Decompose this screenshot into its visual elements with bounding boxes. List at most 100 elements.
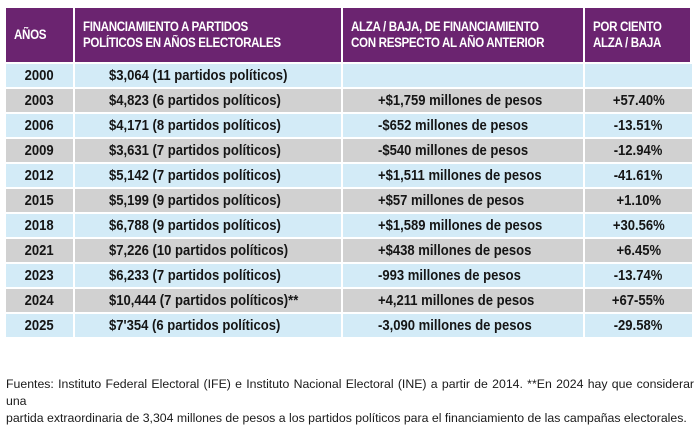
- financing-cell: $6,233 (7 partidos políticos): [75, 262, 343, 287]
- financing-cell-text: $5,142 (7 partidos políticos): [109, 167, 281, 184]
- year-cell-text: 2003: [24, 92, 55, 109]
- percent-cell: -13.74%: [585, 262, 692, 287]
- financing-cell: $5,142 (7 partidos políticos): [75, 162, 343, 187]
- year-cell-text: 2012: [24, 167, 55, 184]
- percent-cell-text: -13.51%: [614, 117, 663, 134]
- percent-cell: -13.51%: [585, 112, 692, 137]
- year-cell: 2021: [6, 237, 75, 262]
- year-cell-text: 2024: [24, 292, 55, 309]
- financing-cell: $4,171 (8 partidos políticos): [75, 112, 343, 137]
- financing-cell: $4,823 (6 partidos políticos): [75, 87, 343, 112]
- change-cell: +$438 millones de pesos: [343, 237, 585, 262]
- percent-cell: -41.61%: [585, 162, 692, 187]
- change-cell: +4,211 millones de pesos: [343, 287, 585, 312]
- change-cell-text: +$438 millones de pesos: [378, 242, 532, 259]
- header-years-label: AÑOS: [14, 27, 47, 42]
- change-cell: +$1,511 millones de pesos: [343, 162, 585, 187]
- percent-cell: +67-55%: [585, 287, 692, 312]
- percent-cell: +6.45%: [585, 237, 692, 262]
- financing-cell-text: $5,199 (9 partidos políticos): [109, 192, 281, 209]
- percent-cell: [585, 62, 692, 87]
- percent-cell: +57.40%: [585, 87, 692, 112]
- header-financing-line1: FINANCIAMIENTO A PARTIDOS: [83, 19, 248, 34]
- change-cell-text: +$1,589 millones de pesos: [378, 217, 543, 234]
- year-cell: 2012: [6, 162, 75, 187]
- percent-cell-text: +30.56%: [612, 217, 665, 234]
- percent-cell: -29.58%: [585, 312, 692, 337]
- financing-cell: $3,064 (11 partidos políticos): [75, 62, 343, 87]
- financing-cell-text: $10,444 (7 partidos políticos)**: [109, 292, 299, 309]
- percent-cell-text: -13.74%: [614, 267, 663, 284]
- change-cell-text: -993 millones de pesos: [378, 267, 521, 284]
- financing-cell-text: $7'354 (6 partidos políticos): [109, 317, 281, 334]
- financing-cell: $6,788 (9 partidos políticos): [75, 212, 343, 237]
- year-cell-text: 2009: [24, 142, 55, 159]
- financing-cell: $3,631 (7 partidos políticos): [75, 137, 343, 162]
- change-cell-text: +$57 millones de pesos: [378, 192, 525, 209]
- year-cell: 2023: [6, 262, 75, 287]
- year-cell-text: 2015: [24, 192, 55, 209]
- financing-cell: $7'354 (6 partidos políticos): [75, 312, 343, 337]
- financing-cell-text: $3,064 (11 partidos políticos): [109, 67, 288, 84]
- footnote-line1: Fuentes: Instituto Federal Electoral (IF…: [6, 377, 694, 408]
- financing-cell: $7,226 (10 partidos políticos): [75, 237, 343, 262]
- year-cell-text: 2023: [24, 267, 55, 284]
- change-cell: +$57 millones de pesos: [343, 187, 585, 212]
- percent-cell-text: -12.94%: [614, 142, 663, 159]
- header-percent-line1: POR CIENTO: [593, 19, 662, 34]
- header-change-line2: CON RESPECTO AL AÑO ANTERIOR: [351, 35, 545, 50]
- year-cell-text: 2025: [24, 317, 55, 334]
- percent-cell-text: +1.10%: [616, 192, 661, 209]
- year-cell: 2009: [6, 137, 75, 162]
- change-cell: -$540 millones de pesos: [343, 137, 585, 162]
- year-cell-text: 2018: [24, 217, 55, 234]
- year-cell: 2025: [6, 312, 75, 337]
- change-cell: -993 millones de pesos: [343, 262, 585, 287]
- year-cell: 2018: [6, 212, 75, 237]
- year-cell: 2024: [6, 287, 75, 312]
- change-cell: +$1,759 millones de pesos: [343, 87, 585, 112]
- percent-cell: +1.10%: [585, 187, 692, 212]
- change-cell: -3,090 millones de pesos: [343, 312, 585, 337]
- percent-cell: +30.56%: [585, 212, 692, 237]
- change-cell-text: -$540 millones de pesos: [378, 142, 529, 159]
- header-change: ALZA / BAJA, DE FINANCIAMIENTO CON RESPE…: [343, 8, 585, 62]
- financing-table: AÑOS FINANCIAMIENTO A PARTIDOS POLÍTICOS…: [6, 8, 692, 337]
- change-cell-text: +$1,759 millones de pesos: [378, 92, 543, 109]
- change-cell-text: -3,090 millones de pesos: [378, 317, 532, 334]
- header-percent: POR CIENTO ALZA / BAJA: [585, 8, 692, 62]
- percent-cell-text: -29.58%: [614, 317, 663, 334]
- percent-cell: -12.94%: [585, 137, 692, 162]
- footnote: Fuentes: Instituto Federal Electoral (IF…: [6, 376, 694, 427]
- year-cell: 2015: [6, 187, 75, 212]
- header-years: AÑOS: [6, 8, 75, 62]
- year-cell-text: 2000: [24, 67, 55, 84]
- financing-cell-text: $4,823 (6 partidos políticos): [109, 92, 281, 109]
- change-cell: [343, 62, 585, 87]
- year-cell-text: 2021: [24, 242, 55, 259]
- percent-cell-text: +67-55%: [612, 292, 665, 309]
- year-cell: 2003: [6, 87, 75, 112]
- header-financing: FINANCIAMIENTO A PARTIDOS POLÍTICOS EN A…: [75, 8, 343, 62]
- percent-cell-text: +57.40%: [612, 92, 665, 109]
- change-cell-text: -$652 millones de pesos: [378, 117, 529, 134]
- header-change-line1: ALZA / BAJA, DE FINANCIAMIENTO: [351, 19, 539, 34]
- financing-cell-text: $7,226 (10 partidos políticos): [109, 242, 289, 259]
- financing-cell: $10,444 (7 partidos políticos)**: [75, 287, 343, 312]
- financing-cell-text: $4,171 (8 partidos políticos): [109, 117, 281, 134]
- year-cell-text: 2006: [24, 117, 55, 134]
- percent-cell-text: +6.45%: [616, 242, 661, 259]
- percent-cell-text: -41.61%: [614, 167, 663, 184]
- change-cell: -$652 millones de pesos: [343, 112, 585, 137]
- header-percent-line2: ALZA / BAJA: [593, 35, 662, 50]
- header-financing-line2: POLÍTICOS EN AÑOS ELECTORALES: [83, 35, 281, 50]
- year-cell: 2006: [6, 112, 75, 137]
- financing-cell-text: $6,233 (7 partidos políticos): [109, 267, 281, 284]
- financing-cell-text: $6,788 (9 partidos políticos): [109, 217, 281, 234]
- change-cell-text: +4,211 millones de pesos: [378, 292, 535, 309]
- change-cell-text: +$1,511 millones de pesos: [378, 167, 542, 184]
- financing-cell: $5,199 (9 partidos políticos): [75, 187, 343, 212]
- change-cell: +$1,589 millones de pesos: [343, 212, 585, 237]
- financing-cell-text: $3,631 (7 partidos políticos): [109, 142, 281, 159]
- year-cell: 2000: [6, 62, 75, 87]
